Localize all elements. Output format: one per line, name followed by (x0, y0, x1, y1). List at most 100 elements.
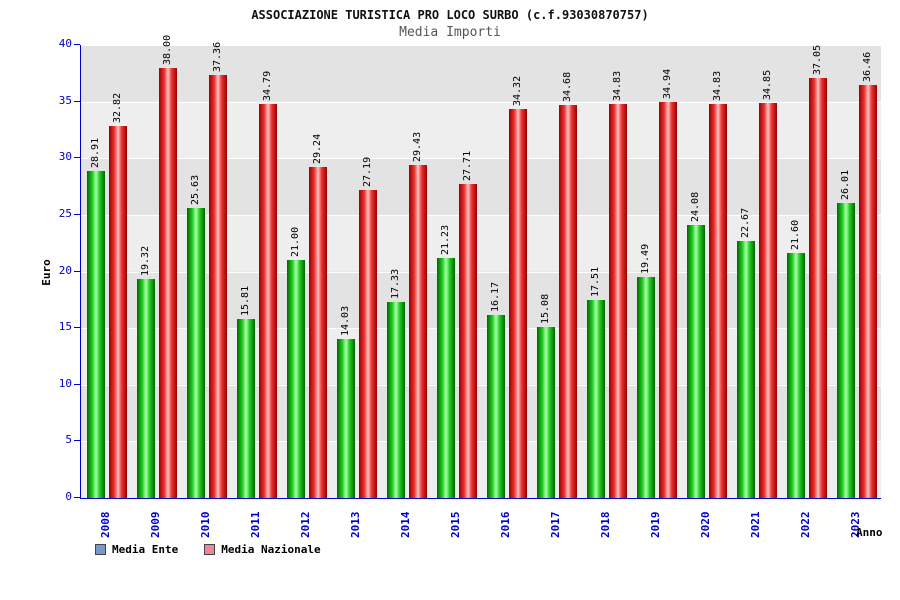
bar-value-label: 37.36 (212, 41, 223, 72)
y-axis-tick (74, 497, 80, 498)
chart-subtitle: Media Importi (399, 25, 501, 40)
x-axis-title: Anno (856, 526, 883, 539)
plot-area: 28.91 19.32 25.63 15.81 21.00 14.03 17.33 21.23… (80, 35, 881, 538)
bar-media-nazionale (209, 74, 227, 498)
legend-label: Media Ente (112, 543, 179, 556)
bar-value-label: 37.05 (812, 45, 823, 76)
chart-title: ASSOCIAZIONE TURISTICA PRO LOCO SURBO (c… (251, 8, 649, 22)
x-tick-label: 2020 (699, 511, 712, 539)
gridline (81, 271, 881, 273)
bar-media-ente (187, 207, 205, 498)
bar-media-nazionale (609, 103, 627, 498)
legend-swatch (204, 544, 216, 555)
bar-media-nazionale (159, 67, 177, 498)
bar-media-ente (87, 170, 105, 498)
legend-swatch (95, 544, 106, 555)
gridline (81, 328, 881, 330)
y-tick-label: 25 (58, 206, 72, 220)
y-axis-tick (74, 440, 80, 442)
legend-item: Media Ente (95, 543, 178, 556)
bar-value-label: 15.08 (540, 294, 551, 325)
bar-value-label: 21.00 (290, 227, 301, 258)
y-tick-label: 10 (58, 376, 72, 390)
x-tick-label: 2013 (349, 511, 362, 539)
gridline (81, 214, 881, 216)
y-axis-tick (74, 383, 80, 385)
bar-value-label: 29.43 (412, 131, 423, 162)
bar-value-label: 16.17 (490, 281, 501, 312)
bar-media-ente (437, 257, 455, 498)
y-tick-label: 5 (65, 433, 72, 447)
x-tick-label: 2019 (649, 511, 662, 539)
bar-media-ente (587, 299, 605, 498)
bar-value-label: 34.83 (612, 70, 623, 101)
bar-value-label: 34.32 (512, 76, 523, 107)
bar-value-label: 34.79 (262, 70, 273, 102)
bar-value-label: 22.67 (740, 208, 751, 239)
bar-media-nazionale (509, 109, 527, 498)
bar-media-ente (737, 241, 755, 498)
bar-media-ente (237, 318, 255, 498)
legend-item: Media Nazionale (204, 543, 321, 556)
bar-media-nazionale (709, 103, 727, 498)
legend-label: Media Nazionale (221, 543, 321, 556)
bar-media-nazionale (759, 103, 777, 498)
bar-value-label: 34.85 (762, 70, 773, 101)
x-tick-label: 2014 (399, 511, 412, 539)
gridline (81, 441, 881, 443)
x-tick-label: 2022 (799, 511, 812, 539)
y-axis-tick (74, 213, 80, 215)
x-tick-label: 2012 (299, 511, 312, 539)
bar-media-ente (837, 203, 855, 498)
bar-media-ente (687, 225, 705, 498)
bar-media-ente (387, 301, 405, 498)
bar-media-nazionale (109, 126, 127, 498)
bar-value-label: 25.63 (190, 174, 201, 205)
y-axis-tick (74, 100, 80, 102)
bar-value-label: 17.33 (390, 268, 401, 299)
bar-value-label: 34.83 (712, 70, 723, 101)
bar-value-label: 19.49 (640, 244, 651, 275)
x-tick-label: 2017 (549, 511, 562, 539)
legend: Media Ente Media Nazionale (95, 543, 321, 556)
bar-value-label: 17.51 (590, 266, 601, 297)
y-tick-label: 30 (58, 150, 72, 164)
bar-value-label: 27.19 (362, 156, 373, 188)
gridline (81, 384, 881, 386)
gridline (81, 158, 881, 160)
bar-media-nazionale (459, 184, 477, 498)
gridline (81, 101, 881, 103)
bar-media-ente (337, 339, 355, 498)
bar-value-label: 27.71 (462, 151, 473, 182)
gridline (81, 45, 881, 46)
x-tick-label: 2018 (599, 511, 612, 539)
bar-value-label: 34.68 (562, 72, 573, 103)
bar-media-ente (287, 260, 305, 498)
bar-value-label: 14.03 (340, 306, 351, 337)
x-tick-label: 2010 (199, 511, 212, 539)
y-tick-label: 0 (65, 490, 72, 503)
bar-media-ente (487, 314, 505, 498)
bar-value-label: 34.94 (662, 69, 673, 100)
x-tick-label: 2015 (449, 511, 462, 539)
bar-media-nazionale (659, 102, 677, 498)
y-axis-tick (74, 270, 80, 272)
y-tick-label: 35 (58, 93, 72, 107)
y-tick-label: 20 (58, 263, 72, 277)
bar-value-label: 26.01 (840, 170, 851, 201)
bar-value-label: 38.00 (162, 34, 173, 65)
bar-media-nazionale (809, 78, 827, 498)
x-tick-label: 2008 (99, 511, 112, 539)
bar-value-label: 28.91 (90, 137, 101, 168)
y-axis-tick (74, 44, 80, 45)
bar-media-nazionale (309, 166, 327, 498)
bar-media-nazionale (259, 104, 277, 498)
bar-value-label: 15.81 (240, 285, 251, 316)
bar-value-label: 21.23 (440, 224, 451, 255)
bar-media-ente (787, 253, 805, 498)
x-tick-label: 2016 (499, 511, 512, 539)
bar-media-ente (637, 277, 655, 498)
bar-media-ente (137, 279, 155, 498)
y-tick-label: 15 (58, 320, 72, 334)
bar-value-label: 29.24 (312, 133, 323, 164)
